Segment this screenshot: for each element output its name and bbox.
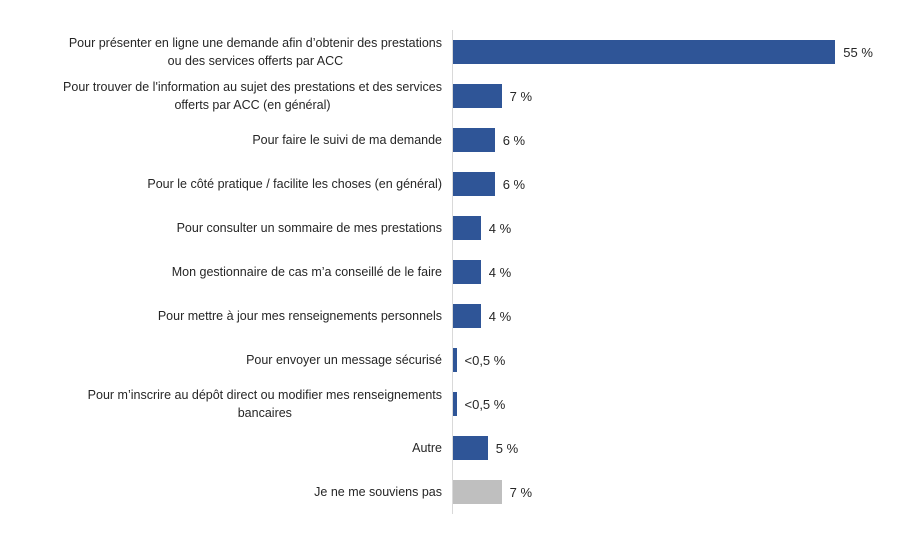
value-label: 7 % [509,484,533,500]
chart-row: Pour le côté pratique / facilite les cho… [0,162,900,206]
category-label-text: Pour trouver de l'information au sujet d… [63,79,442,112]
category-label: Pour consulter un sommaire de mes presta… [0,206,452,250]
bar [453,128,495,152]
category-label: Pour présenter en ligne une demande afin… [0,30,452,74]
bar-area: 4 % [452,250,900,294]
chart-row: Je ne me souviens pas 7 % [0,470,900,514]
category-label: Autre [0,426,452,470]
category-label: Mon gestionnaire de cas m’a conseillé de… [0,250,452,294]
category-label: Pour mettre à jour mes renseignements pe… [0,294,452,338]
category-label: Pour faire le suivi de ma demande [0,118,452,162]
bar-area: 5 % [452,426,900,470]
value-label: 4 % [488,308,512,324]
value-label: 6 % [502,132,526,148]
category-label-text: Pour faire le suivi de ma demande [252,132,442,147]
chart-row: Pour mettre à jour mes renseignements pe… [0,294,900,338]
bar [453,480,502,504]
category-label-text: Pour consulter un sommaire de mes presta… [176,220,442,235]
chart-rows: Pour présenter en ligne une demande afin… [0,30,900,514]
chart-plot-area: Pour présenter en ligne une demande afin… [0,30,900,514]
value-label: 4 % [488,220,512,236]
chart-row: Mon gestionnaire de cas m’a conseillé de… [0,250,900,294]
bar [453,216,481,240]
chart-row: Pour consulter un sommaire de mes presta… [0,206,900,250]
bar [453,172,495,196]
bar-area: 7 % [452,74,900,118]
category-label: Pour le côté pratique / facilite les cho… [0,162,452,206]
bar-area: 7 % [452,470,900,514]
bar-area: 4 % [452,206,900,250]
bar-area: <0,5 % [452,338,900,382]
value-label: <0,5 % [464,352,506,368]
bar [453,304,481,328]
bar [453,436,488,460]
category-label-text: Je ne me souviens pas [314,484,442,499]
chart-row: Pour envoyer un message sécurisé <0,5 % [0,338,900,382]
value-label: 5 % [495,440,519,456]
category-label-text: Mon gestionnaire de cas m’a conseillé de… [171,264,442,279]
category-label: Je ne me souviens pas [0,470,452,514]
category-label: Pour trouver de l'information au sujet d… [0,74,452,118]
value-label: 4 % [488,264,512,280]
bar-area: 55 % [452,30,900,74]
category-label-text: Pour le côté pratique / facilite les cho… [147,176,442,191]
bar [453,392,457,416]
value-label: 6 % [502,176,526,192]
category-label: Pour envoyer un message sécurisé [0,338,452,382]
bar-area: 6 % [452,118,900,162]
bar-area: 6 % [452,162,900,206]
bar [453,40,836,64]
chart-row: Autre 5 % [0,426,900,470]
value-label: 55 % [843,44,873,60]
category-label-text: Autre [412,440,442,455]
bar [453,348,457,372]
category-label-text: Pour présenter en ligne une demande afin… [68,35,442,68]
chart-row: Pour trouver de l'information au sujet d… [0,74,900,118]
category-label: Pour m’inscrire au dépôt direct ou modif… [0,382,452,426]
bar-area: <0,5 % [452,382,900,426]
category-label-text: Pour envoyer un message sécurisé [246,352,442,367]
chart-row: Pour faire le suivi de ma demande 6 % [0,118,900,162]
value-label: 7 % [509,88,533,104]
bar [453,260,481,284]
bar-area: 4 % [452,294,900,338]
chart-row: Pour m’inscrire au dépôt direct ou modif… [0,382,900,426]
category-label-text: Pour m’inscrire au dépôt direct ou modif… [87,387,442,420]
value-label: <0,5 % [464,396,506,412]
bar [453,84,502,108]
category-label-text: Pour mettre à jour mes renseignements pe… [157,308,442,323]
chart-row: Pour présenter en ligne une demande afin… [0,30,900,74]
